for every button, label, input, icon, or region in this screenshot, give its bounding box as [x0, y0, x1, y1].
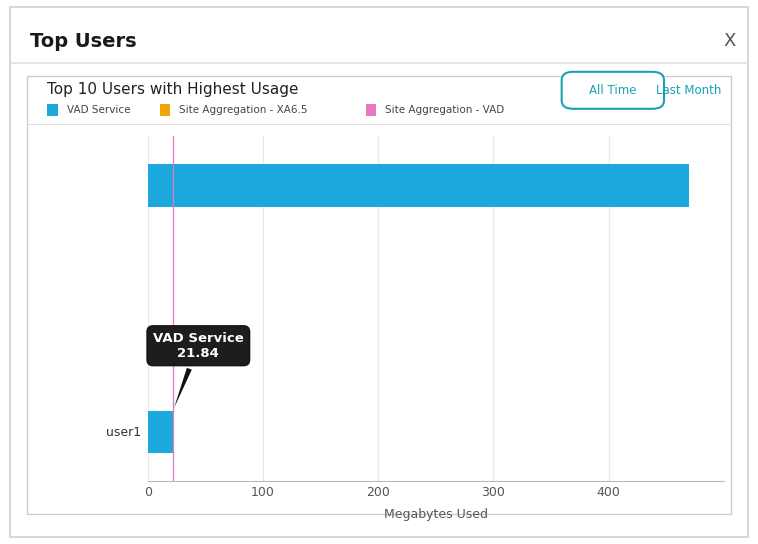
Bar [148, 164, 689, 207]
Text: X: X [724, 32, 736, 51]
FancyBboxPatch shape [47, 104, 58, 116]
Text: VAD Service
21.84: VAD Service 21.84 [153, 332, 243, 408]
Bar [104, 342, 136, 357]
Bar [104, 178, 130, 193]
Text: All Time: All Time [589, 84, 636, 97]
FancyBboxPatch shape [562, 72, 664, 109]
Bar [148, 411, 173, 454]
Text: Site Aggregation - XA6.5: Site Aggregation - XA6.5 [180, 105, 308, 115]
Text: Site Aggregation - VAD: Site Aggregation - VAD [386, 105, 505, 115]
Text: Top Users: Top Users [30, 32, 137, 51]
Text: VAD Service: VAD Service [67, 105, 130, 115]
Bar [104, 260, 144, 275]
Text: Top 10 Users with Highest Usage: Top 10 Users with Highest Usage [47, 82, 299, 97]
Text: Last Month: Last Month [656, 84, 721, 97]
FancyBboxPatch shape [27, 76, 731, 514]
FancyBboxPatch shape [10, 7, 748, 537]
FancyBboxPatch shape [159, 104, 170, 116]
X-axis label: Megabytes Used: Megabytes Used [384, 508, 488, 521]
Text: user1: user1 [106, 425, 141, 438]
FancyBboxPatch shape [365, 104, 377, 116]
